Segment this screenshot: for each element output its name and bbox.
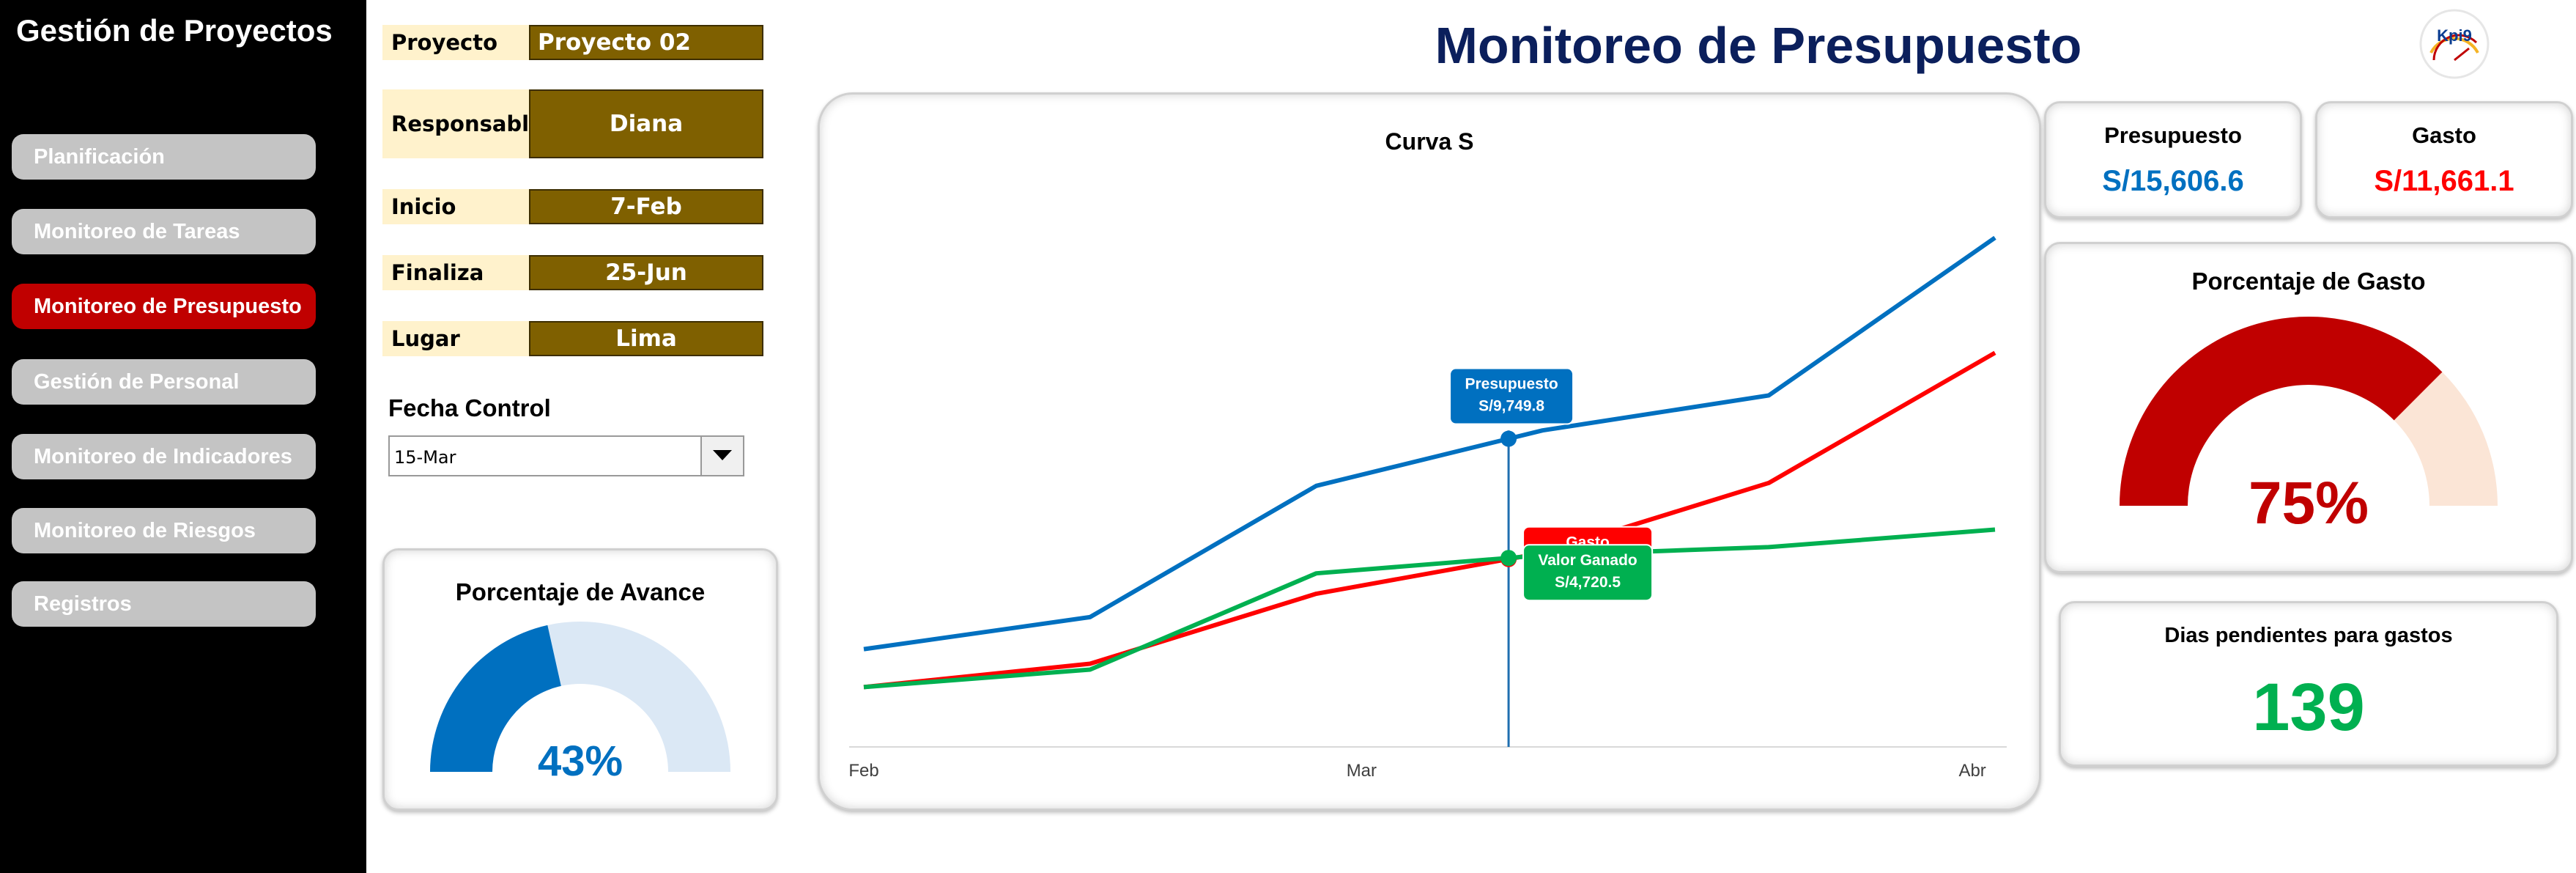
dias-pendientes-value: 139 — [2252, 670, 2365, 745]
dias-pendientes-card: Dias pendientes para gastos 139 — [2059, 601, 2558, 767]
avance-gauge: 43% — [430, 622, 730, 785]
proyecto-label: Proyecto — [382, 25, 529, 60]
inicio-label: Inicio — [382, 189, 529, 224]
dias-pendientes-title: Dias pendientes para gastos — [2164, 624, 2453, 647]
logo-text: Kpi9 — [2437, 26, 2472, 45]
porcentaje-gasto-value: 75% — [2249, 470, 2369, 537]
avance-card: Porcentaje de Avance 43% — [382, 548, 778, 811]
gasto-value: S/11,661.1 — [2374, 165, 2514, 197]
fecha-control-dropdown[interactable]: 15-Mar — [388, 435, 744, 476]
curva-s-chart: Feb Mar AbrPresupuestoS/9,749.8GastoValor … — [848, 235, 2007, 781]
avance-gauge-fill — [430, 625, 561, 772]
series-line-presupuesto — [863, 235, 1996, 652]
inicio-value: 7-Feb — [529, 189, 763, 224]
chevron-down-icon — [713, 450, 732, 460]
kpi9-logo: Kpi9 — [2418, 7, 2491, 81]
callout-box-2 — [1522, 544, 1654, 602]
presupuesto-value: S/15,606.6 — [2102, 165, 2244, 197]
series-line-valor-ganado — [863, 527, 1996, 690]
x-tick-label: Feb — [848, 761, 878, 781]
avance-title: Porcentaje de Avance — [455, 578, 706, 605]
responsable-value: Diana — [529, 89, 763, 158]
callout-title-2: Valor Ganado — [1538, 552, 1637, 569]
fecha-control-label: Fecha Control — [388, 394, 551, 421]
callout-box-0 — [1449, 367, 1574, 425]
gasto-gauge-fill — [2120, 316, 2443, 506]
porcentaje-gasto-card: Porcentaje de Gasto 75% — [2044, 242, 2573, 573]
callout-value-0: S/9,749.8 — [1478, 398, 1544, 415]
porcentaje-gasto-title: Porcentaje de Gasto — [2191, 268, 2426, 295]
responsable-label: Responsable — [382, 89, 544, 158]
finaliza-value: 25-Jun — [529, 255, 763, 290]
proyecto-value: Proyecto 02 — [529, 25, 763, 60]
nav-gestion-personal[interactable]: Gestión de Personal — [12, 359, 316, 405]
lugar-label: Lugar — [382, 321, 529, 356]
sidebar-title: Gestión de Proyectos — [16, 13, 333, 48]
callout-value-2: S/4,720.5 — [1555, 574, 1621, 591]
series-line-gasto — [863, 350, 1996, 690]
lugar-value: Lima — [529, 321, 763, 356]
page-title: Monitoreo de Presupuesto — [1435, 17, 2082, 74]
nav-monitoreo-tareas[interactable]: Monitoreo de Tareas — [12, 209, 316, 254]
dropdown-arrow-button[interactable] — [700, 437, 743, 475]
nav-planificacion[interactable]: Planificación — [12, 134, 316, 180]
gasto-card: Gasto S/11,661.1 — [2315, 101, 2573, 218]
nav-monitoreo-riesgos[interactable]: Monitoreo de Riesgos — [12, 508, 316, 553]
sidebar: Gestión de Proyectos Planificación Monit… — [0, 0, 366, 873]
control-point-2 — [1500, 550, 1517, 567]
avance-value: 43% — [538, 737, 623, 785]
chart-card: Curva S Feb Mar Abr Presupuesto S/9,749.8 Gas… — [818, 92, 2041, 811]
x-tick-label: Abr — [1958, 761, 1985, 781]
nav-monitoreo-presupuesto[interactable]: Monitoreo de Presupuesto — [12, 284, 316, 329]
nav-registros[interactable]: Registros — [12, 581, 316, 627]
finaliza-label: Finaliza — [382, 255, 529, 290]
gasto-gauge: 75% — [2120, 316, 2498, 537]
gasto-title: Gasto — [2412, 122, 2476, 148]
fecha-control-value: 15-Mar — [394, 447, 456, 468]
nav-monitoreo-indicadores[interactable]: Monitoreo de Indicadores — [12, 434, 316, 479]
kpi9-logo-icon: Kpi9 — [2419, 9, 2490, 79]
callout-title-0: Presupuesto — [1465, 376, 1558, 393]
chart-title: Curva S — [1385, 128, 1474, 155]
x-tick-label: Mar — [1347, 761, 1377, 781]
presupuesto-title: Presupuesto — [2104, 122, 2242, 148]
presupuesto-card: Presupuesto S/15,606.6 — [2044, 101, 2302, 218]
control-point-0 — [1500, 430, 1517, 447]
